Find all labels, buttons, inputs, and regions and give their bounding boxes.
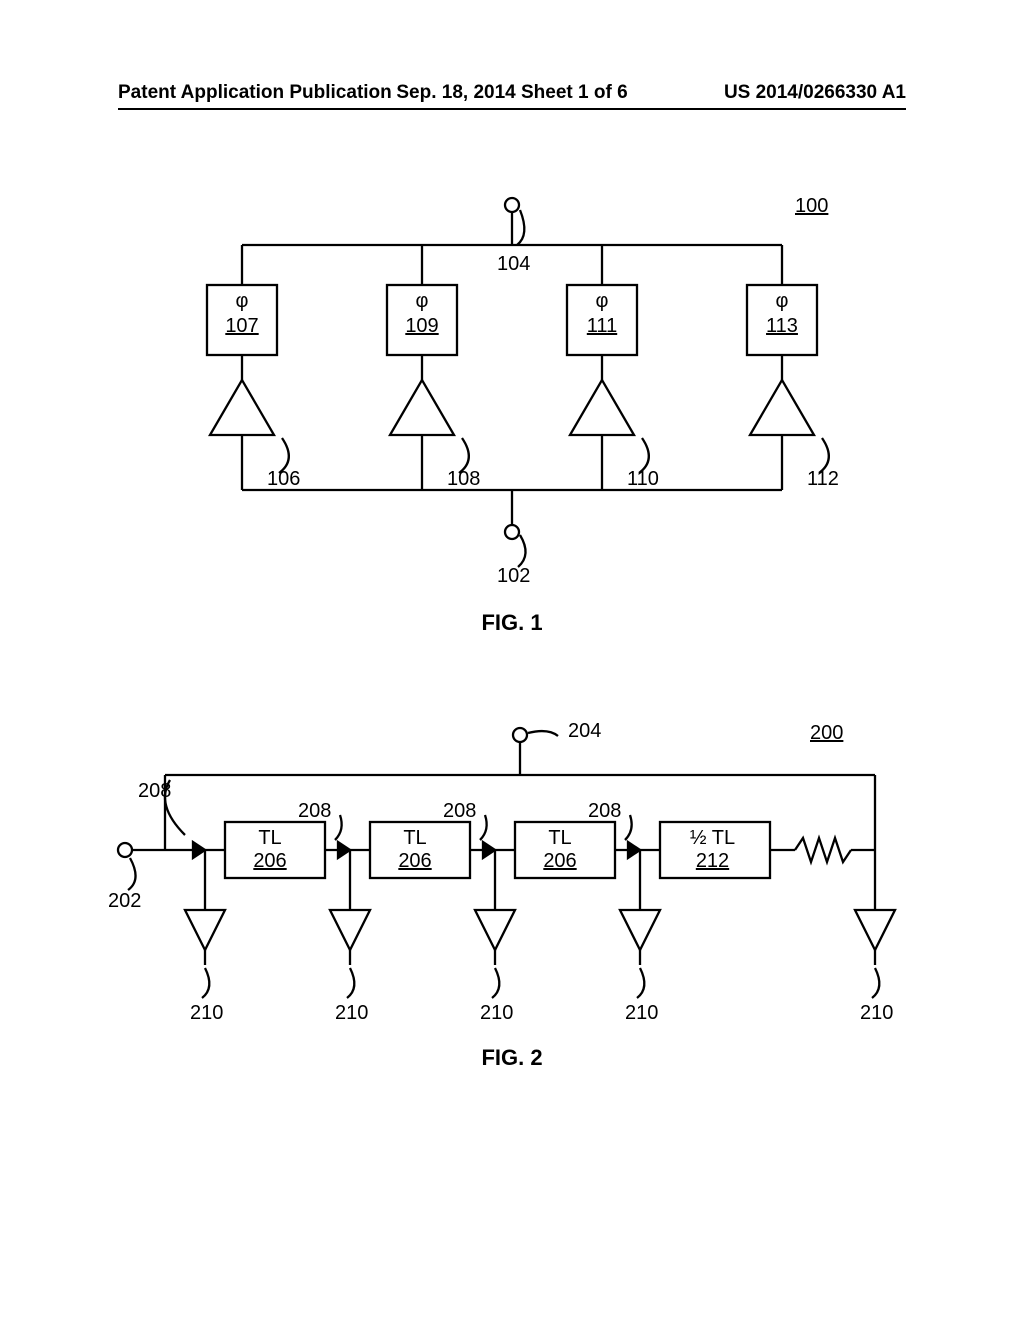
half-tl-label: ½ TL xyxy=(670,827,755,850)
tap-ref-3: 208 xyxy=(588,800,621,823)
phase-ref-3: 113 xyxy=(762,315,802,338)
amp-ref-0: 106 xyxy=(267,468,300,491)
tap-ref-2: 208 xyxy=(443,800,476,823)
fig1-caption: FIG. 1 xyxy=(481,610,542,636)
phase-symbol-0: φ xyxy=(222,290,262,313)
antenna-ref-3: 210 xyxy=(625,1002,658,1025)
phase-symbol-3: φ xyxy=(762,290,802,313)
antenna-ref-2: 210 xyxy=(480,1002,513,1025)
fig1-input-ref: 104 xyxy=(497,253,530,276)
antenna-ref-1: 210 xyxy=(335,1002,368,1025)
page-header: Patent Application Publication Sep. 18, … xyxy=(0,82,1024,104)
amp-ref-1: 108 xyxy=(447,468,480,491)
tl-label-0: TL xyxy=(240,827,300,850)
tl-ref-1: 206 xyxy=(385,850,445,873)
phase-ref-1: 109 xyxy=(402,315,442,338)
fig2-input-ref: 204 xyxy=(568,720,601,743)
header-pubnum: US 2014/0266330 A1 xyxy=(724,82,906,104)
figure-2 xyxy=(110,720,930,1080)
fig2-sys-ref: 200 xyxy=(810,722,843,745)
amp-ref-3: 112 xyxy=(807,468,839,491)
header-rule xyxy=(118,108,906,110)
fig1-sys-ref: 100 xyxy=(795,195,828,218)
fig2-output-ref: 202 xyxy=(108,890,141,913)
half-tl-ref: 212 xyxy=(670,850,755,873)
amp-ref-2: 110 xyxy=(627,468,659,491)
fig1-output-ref: 102 xyxy=(497,565,530,588)
header-publication: Patent Application Publication xyxy=(118,82,392,104)
tl-label-1: TL xyxy=(385,827,445,850)
figure-1 xyxy=(162,190,862,590)
phase-symbol-2: φ xyxy=(582,290,622,313)
antenna-ref-0: 210 xyxy=(190,1002,223,1025)
tl-ref-0: 206 xyxy=(240,850,300,873)
phase-ref-0: 107 xyxy=(222,315,262,338)
phase-symbol-1: φ xyxy=(402,290,442,313)
tl-label-2: TL xyxy=(530,827,590,850)
fig2-caption: FIG. 2 xyxy=(481,1045,542,1071)
phase-ref-2: 111 xyxy=(582,315,622,338)
tap-ref-1: 208 xyxy=(298,800,331,823)
antenna-ref-4: 210 xyxy=(860,1002,893,1025)
header-date-sheet: Sep. 18, 2014 Sheet 1 of 6 xyxy=(396,82,627,104)
tl-ref-2: 206 xyxy=(530,850,590,873)
tap-ref-0: 208 xyxy=(138,780,171,803)
